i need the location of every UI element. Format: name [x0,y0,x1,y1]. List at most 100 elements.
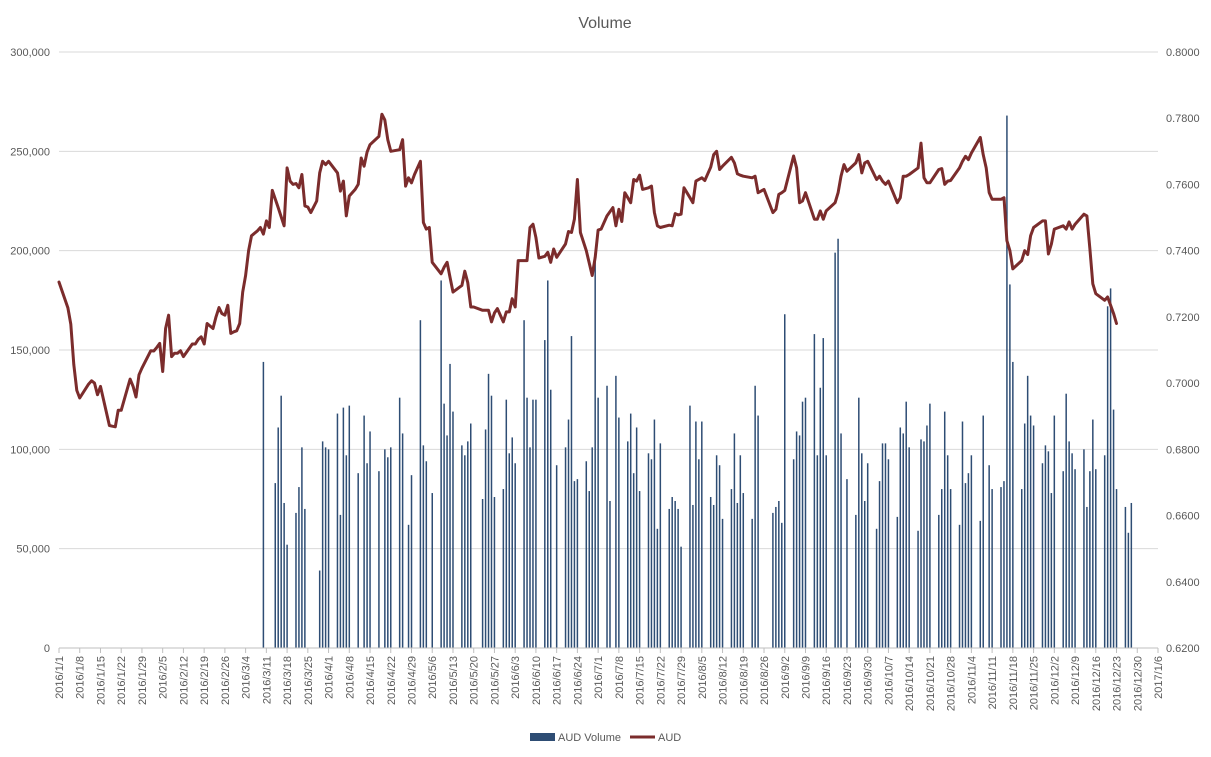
aud-line-layer [57,112,1118,429]
volume-bar [1062,471,1064,648]
axes [58,647,1159,653]
volume-bar [1127,532,1130,648]
volume-bar [778,500,780,648]
x-tick-label: 2016/1/8 [75,656,87,699]
volume-bar [378,471,380,648]
volume-bar [632,473,635,648]
volume-bar [958,524,961,648]
right-tick-label: 0.8000 [1166,47,1200,59]
x-tick-label: 2016/4/15 [365,656,377,705]
x-tick-label: 2016/3/25 [303,656,315,705]
volume-bar [695,421,697,648]
volume-bar [286,544,288,648]
x-tick-label: 2016/12/9 [1070,656,1082,705]
volume-bar [822,338,825,648]
volume-bar [742,493,745,648]
volume-bar [941,489,943,648]
volume-bar [570,336,573,648]
volume-bar [298,487,300,648]
x-tick-label: 2016/5/13 [448,656,460,705]
volume-bar [576,479,579,648]
volume-bar [493,497,496,648]
volume-bar [1068,441,1070,648]
volume-bar [398,397,401,648]
volume-bar [345,455,348,648]
volume-bar [1103,455,1106,648]
volume-bar [638,491,641,648]
volume-bar [277,427,279,648]
volume-bar [1083,449,1085,648]
volume-bar [324,447,327,648]
volume-bar [295,512,297,648]
volume-bar [357,473,359,648]
volume-bar [861,453,863,648]
volume-bar [784,314,786,648]
volume-bar [863,500,866,648]
x-tick-label: 2016/4/29 [407,656,419,705]
volume-bar [949,489,952,648]
x-tick-label: 2016/6/10 [531,656,543,705]
volume-bar [1124,506,1127,648]
volume-bar [464,455,466,648]
volume-bar [336,413,339,648]
chart-title: Volume [578,15,631,32]
right-tick-label: 0.6400 [1166,577,1200,589]
volume-bar [1012,361,1014,648]
gridlines [59,51,1158,550]
volume-bar [588,491,590,648]
volume-bar [443,403,445,648]
right-tick-label: 0.7200 [1166,312,1200,324]
volume-bar [390,447,392,648]
volume-bar [597,397,599,648]
volume-bar [964,483,967,648]
x-tick-label: 2016/1/15 [95,656,107,705]
volume-bar [671,497,673,648]
x-tick-label: 2016/6/24 [572,656,584,705]
volume-bar [650,459,653,648]
volume-bar [801,401,804,648]
right-tick-label: 0.7600 [1166,179,1200,191]
volume-bar [1047,451,1050,648]
volume-bar [523,320,525,648]
x-tick-label: 2016/2/12 [178,656,190,705]
volume-bar [819,387,822,648]
volume-bar [318,570,321,648]
volume-bar [511,437,513,648]
x-tick-label: 2016/1/29 [137,656,149,705]
x-tick-label: 2016/8/5 [697,656,709,699]
volume-bar [1041,463,1044,648]
volume-bar [896,516,899,648]
volume-bar [772,512,774,648]
volume-bar [618,417,620,648]
volume-bar [905,401,907,648]
volume-bar [327,449,330,648]
volume-bar [627,441,629,648]
volume-bar [407,524,410,648]
volume-bar [1106,306,1109,648]
volume-bar [615,375,617,648]
volume-bar [1092,419,1094,648]
volume-bar [1032,425,1035,648]
volume-bar [982,415,984,648]
volume-bar [591,447,593,648]
x-tick-label: 2016/8/19 [738,656,750,705]
volume-bar [840,433,842,648]
volume-bar [920,439,922,648]
volume-bar [1095,469,1097,648]
volume-bar [1050,493,1053,648]
volume-bar [549,389,552,648]
x-tick-label: 2016/4/1 [324,656,336,699]
volume-bar [481,499,484,648]
volume-bar [715,455,718,648]
volume-bar [698,459,700,648]
volume-bar [348,405,351,648]
x-tick-label: 2017/1/6 [1153,656,1165,699]
x-tick-label: 2016/9/16 [821,656,833,705]
volume-bar [339,514,342,648]
volume-bar [733,433,736,648]
volume-bar [858,397,860,648]
x-tick-label: 2016/10/7 [883,656,895,705]
volume-bar [875,528,878,648]
